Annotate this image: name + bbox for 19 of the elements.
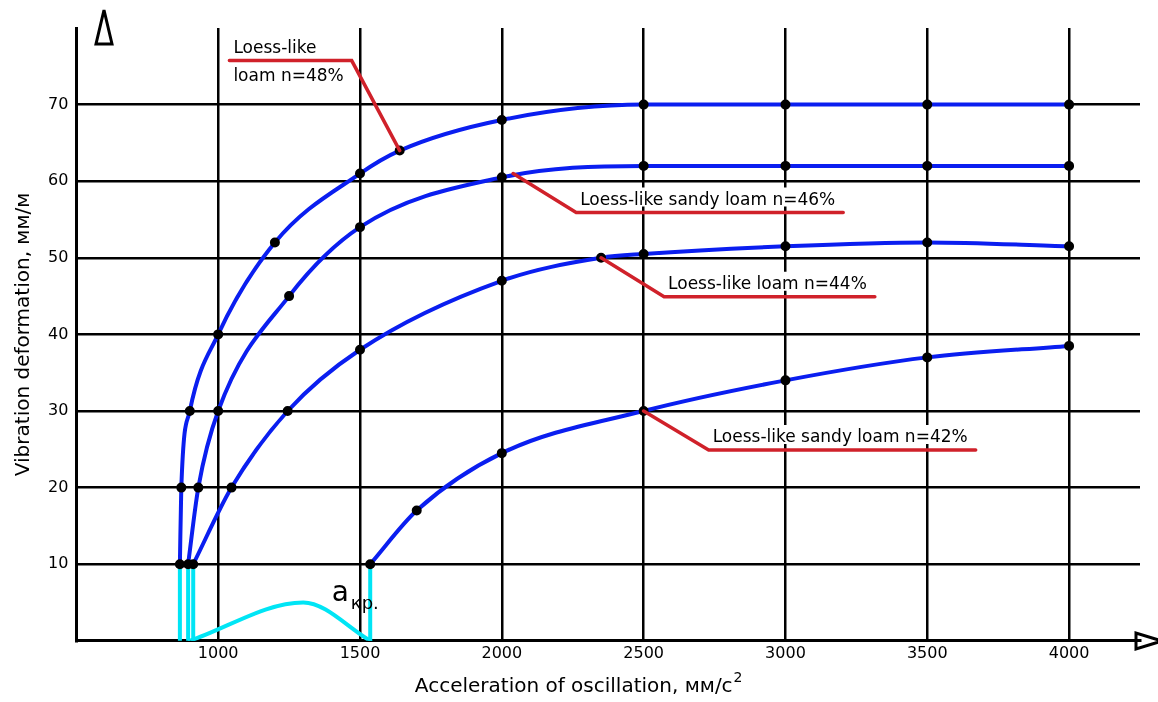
y-tick-label: 30 (48, 400, 69, 420)
x-tick-label: 2000 (481, 642, 523, 662)
y-tick-label: 40 (48, 323, 69, 343)
y-tick-label: 50 (48, 246, 69, 266)
annotation: Loess-like loam n=48% (233, 36, 344, 85)
y-axis-title: Vibration deformation, мм/м (10, 192, 35, 477)
annotation: Loess-like sandy loam n=46% (580, 188, 836, 209)
x-tick-label: 1500 (339, 642, 381, 662)
annotation: Loess-like loam n=44% (668, 272, 867, 293)
y-tick-label: 60 (48, 170, 69, 190)
x-tick-label: 2500 (623, 642, 664, 662)
y-tick-label: 10 (48, 553, 69, 573)
y-tick-label: 70 (48, 93, 69, 113)
annotation: Loess-like sandy loam n=42% (712, 426, 968, 446)
x-tick-label: 3500 (906, 642, 948, 662)
x-tick-label: 3000 (765, 642, 806, 662)
y-tick-label: 20 (48, 476, 69, 496)
x-tick-label: 4000 (1048, 642, 1090, 662)
x-tick-label: 1000 (197, 642, 239, 662)
